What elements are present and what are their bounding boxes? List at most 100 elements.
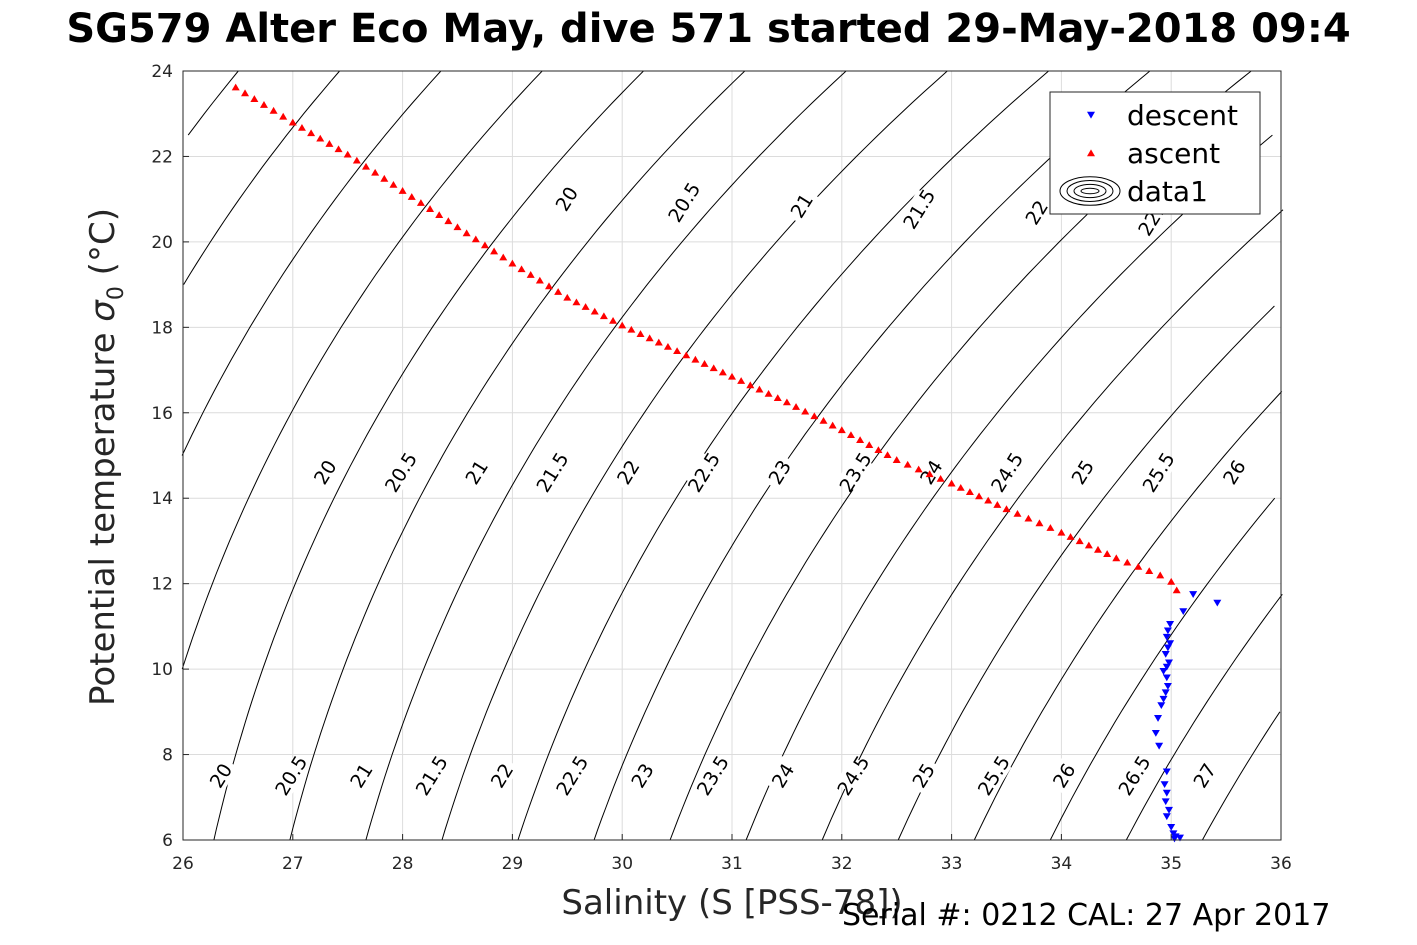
ascent-point <box>755 385 764 393</box>
y-tick-label: 10 <box>151 660 173 680</box>
legend-label: descent <box>1127 99 1238 132</box>
ascent-point <box>874 446 883 454</box>
ascent-point <box>250 95 259 102</box>
ascent-point <box>737 377 746 384</box>
ascent-point <box>1084 541 1093 549</box>
ascent-point <box>1075 537 1084 545</box>
y-tick-label: 12 <box>151 575 173 595</box>
ascent-point <box>599 312 608 320</box>
y-axis-label-symbol: σ <box>83 299 123 322</box>
ascent-point <box>343 150 352 158</box>
ascent-point <box>517 265 526 273</box>
ascent-point <box>993 501 1002 508</box>
contour-label: 22.5 <box>552 752 593 800</box>
contour-label-bg <box>761 452 798 492</box>
ascent-point <box>892 456 901 463</box>
descent-point <box>1167 823 1176 831</box>
contour-label: 20.5 <box>381 449 422 497</box>
contour-label: 21.5 <box>899 186 940 234</box>
descent-point <box>1154 715 1163 722</box>
legend-descent-marker <box>1087 111 1095 119</box>
descent-point <box>1162 813 1171 821</box>
ascent-point <box>718 368 727 376</box>
descent-point <box>1160 781 1169 789</box>
density-contours <box>181 70 1284 841</box>
descent-point <box>1162 789 1171 797</box>
ascent-point <box>545 282 553 290</box>
isopycnal-line <box>181 70 442 456</box>
descent-point <box>1157 702 1166 710</box>
ascent-point <box>1145 567 1154 575</box>
ascent-point <box>279 112 288 120</box>
legend-contour-marker <box>1080 187 1100 195</box>
ascent-point <box>1167 577 1176 585</box>
ascent-point <box>975 492 984 500</box>
ascent-point <box>728 372 736 380</box>
ascent-point <box>416 199 425 206</box>
ascent-point <box>627 325 636 333</box>
x-tick-label: 27 <box>282 854 304 874</box>
contour-label: 25.5 <box>974 752 1015 800</box>
ascent-point <box>526 271 535 278</box>
ascent-point <box>1024 514 1033 522</box>
x-tick-label: 36 <box>1270 854 1292 874</box>
descent-point <box>1159 668 1168 675</box>
ascent-point <box>581 303 590 310</box>
x-tick-label: 35 <box>1160 854 1182 874</box>
contour-label-bg <box>1216 452 1252 492</box>
isopycnal-line <box>1049 497 1276 841</box>
ascent-point <box>371 168 380 176</box>
ascent-point <box>444 217 453 225</box>
contour-label: 24.5 <box>833 752 874 800</box>
descent-point <box>1159 695 1168 703</box>
ascent-point <box>426 205 435 212</box>
x-tick-label: 29 <box>502 854 524 874</box>
x-tick-label: 26 <box>172 854 194 874</box>
isopycnal-line <box>1201 711 1281 841</box>
contour-label-bg <box>1186 755 1223 795</box>
x-tick-labels: 26 27 28 29 30 31 32 33 34 35 36 <box>172 834 1292 874</box>
ascent-point <box>1172 586 1181 594</box>
contour-label: 21.5 <box>532 449 573 497</box>
ascent-point <box>663 342 672 350</box>
contour-label-bg <box>913 452 949 492</box>
contour-label-bg <box>694 755 731 795</box>
descent-point <box>1155 742 1164 750</box>
legend-contour-marker <box>1073 183 1107 199</box>
ascent-point <box>773 394 782 402</box>
contour-label: 25.5 <box>1139 449 1180 497</box>
contour-label: 26.5 <box>1114 752 1155 800</box>
isopycnal-line <box>745 134 1273 841</box>
ascent-point <box>682 351 691 359</box>
contour-label-bg <box>835 755 871 795</box>
ascent-point <box>1156 571 1165 579</box>
ascent-point <box>1035 519 1044 527</box>
ascent-point <box>618 321 627 329</box>
ascent-point <box>241 89 250 97</box>
ascent-point <box>380 174 389 182</box>
descent-point <box>1213 599 1222 607</box>
x-axis-label: Salinity (S [PSS-78]) <box>561 883 902 923</box>
contour-label-bg <box>685 452 722 492</box>
ascent-point <box>883 451 892 458</box>
ascent-point <box>1066 533 1075 540</box>
descent-point <box>1165 659 1174 667</box>
ascent-point <box>1134 562 1143 570</box>
ascent-point <box>645 334 654 342</box>
y-axis-label-text: Potential temperature <box>83 333 123 706</box>
ascent-point <box>936 474 945 482</box>
ascent-point <box>828 421 837 429</box>
contour-label: 23.5 <box>693 752 734 800</box>
ascent-point <box>673 347 682 355</box>
y-axis-label-subscript: 0 <box>104 286 129 300</box>
contour-label-bg <box>202 755 239 795</box>
legend-label: data1 <box>1127 175 1208 208</box>
ascent-point <box>535 276 544 284</box>
isopycnal-line <box>289 70 746 841</box>
descent-point <box>1151 729 1160 737</box>
descent-point <box>1161 650 1170 658</box>
contour-label-bg <box>548 179 585 219</box>
descent-point <box>1163 627 1172 635</box>
ascent-point <box>259 101 268 108</box>
ascent-point <box>389 180 398 188</box>
